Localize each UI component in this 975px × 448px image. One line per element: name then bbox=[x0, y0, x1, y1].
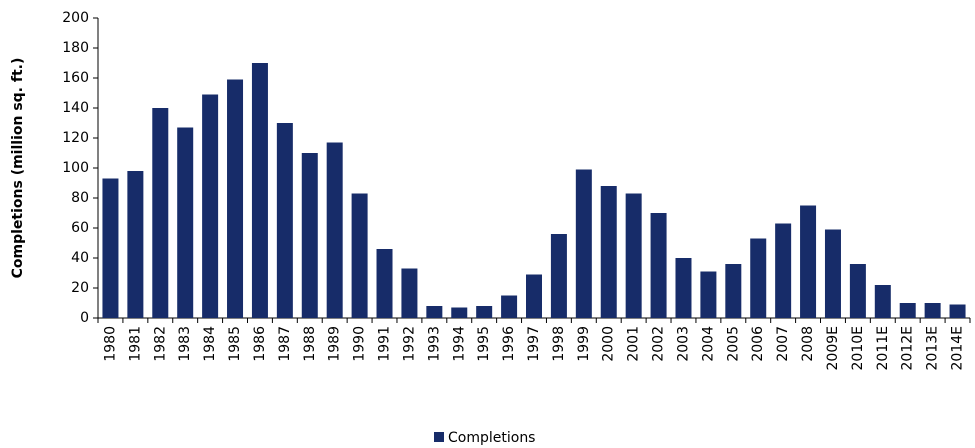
legend-swatch bbox=[434, 432, 444, 442]
bar bbox=[251, 63, 268, 318]
bar bbox=[849, 264, 866, 318]
x-tick-label: 1995 bbox=[476, 326, 492, 362]
x-tick-label: 1989 bbox=[327, 326, 343, 362]
bar bbox=[127, 171, 144, 318]
bar bbox=[501, 295, 518, 318]
bar bbox=[476, 306, 493, 318]
legend-label: Completions bbox=[448, 430, 535, 446]
bar bbox=[326, 142, 343, 318]
x-tick-label: 1984 bbox=[202, 326, 218, 362]
x-tick-label: 2008 bbox=[800, 326, 816, 362]
bar bbox=[899, 303, 916, 318]
x-tick-label: 2012E bbox=[900, 326, 916, 370]
x-tick-label: 2004 bbox=[700, 326, 716, 362]
bar bbox=[575, 169, 592, 318]
x-tick-label: 2003 bbox=[675, 326, 691, 362]
bar bbox=[824, 229, 841, 318]
bar bbox=[202, 94, 219, 318]
bar bbox=[650, 213, 667, 318]
x-tick-label: 1990 bbox=[352, 326, 368, 362]
x-tick-label: 1986 bbox=[252, 326, 268, 362]
y-tick-label: 80 bbox=[71, 190, 89, 206]
x-tick-label: 1993 bbox=[426, 326, 442, 362]
x-tick-label: 2010E bbox=[850, 326, 866, 370]
bar bbox=[600, 186, 617, 318]
bar bbox=[152, 108, 169, 318]
x-tick-label: 1982 bbox=[152, 326, 168, 362]
x-tick-label: 1988 bbox=[302, 326, 318, 362]
bar bbox=[351, 193, 368, 318]
x-tick-label: 2009E bbox=[825, 326, 841, 370]
y-tick-label: 180 bbox=[62, 40, 89, 56]
bar bbox=[301, 153, 318, 318]
bar bbox=[276, 123, 293, 318]
x-tick-label: 1987 bbox=[277, 326, 293, 362]
x-tick-label: 1992 bbox=[401, 326, 417, 362]
x-tick-label: 1994 bbox=[451, 326, 467, 362]
bar bbox=[775, 223, 792, 318]
bar bbox=[102, 178, 119, 318]
bar bbox=[949, 304, 966, 318]
x-tick-label: 2005 bbox=[725, 326, 741, 362]
y-tick-label: 40 bbox=[71, 250, 89, 266]
x-tick-label: 2001 bbox=[626, 326, 642, 362]
x-tick-label: 2006 bbox=[750, 326, 766, 362]
x-tick-label: 1985 bbox=[227, 326, 243, 362]
y-tick-label: 120 bbox=[62, 130, 89, 146]
bar bbox=[526, 274, 542, 318]
x-tick-label: 2000 bbox=[601, 326, 617, 362]
x-tick-label: 2002 bbox=[651, 326, 667, 362]
bar bbox=[401, 268, 418, 318]
x-tick-label: 2014E bbox=[950, 326, 966, 370]
x-tick-label: 2013E bbox=[925, 326, 941, 370]
y-tick-label: 0 bbox=[80, 310, 89, 326]
y-tick-label: 160 bbox=[62, 70, 89, 86]
x-tick-label: 1999 bbox=[576, 326, 592, 362]
x-tick-label: 1997 bbox=[526, 326, 542, 362]
bar bbox=[725, 264, 742, 318]
x-tick-label: 1980 bbox=[102, 326, 118, 362]
bar bbox=[750, 238, 767, 318]
y-tick-label: 140 bbox=[62, 100, 89, 116]
bar bbox=[451, 307, 468, 318]
bar bbox=[675, 258, 692, 318]
bar bbox=[426, 306, 443, 318]
bar bbox=[227, 79, 244, 318]
bar bbox=[700, 271, 717, 318]
bar bbox=[924, 303, 941, 318]
y-axis-label: Completions (million sq. ft.) bbox=[10, 58, 26, 279]
y-tick-label: 200 bbox=[62, 10, 89, 26]
x-tick-label: 1981 bbox=[127, 326, 143, 362]
x-tick-label: 1983 bbox=[177, 326, 193, 362]
bar bbox=[550, 234, 567, 318]
bar bbox=[874, 285, 891, 318]
bar bbox=[625, 193, 642, 318]
bar bbox=[177, 127, 194, 318]
x-tick-label: 2011E bbox=[875, 326, 891, 370]
x-tick-label: 1991 bbox=[377, 326, 393, 362]
bar bbox=[800, 205, 817, 318]
x-tick-label: 1996 bbox=[501, 326, 517, 362]
y-tick-label: 100 bbox=[62, 160, 89, 176]
x-tick-label: 1998 bbox=[551, 326, 567, 362]
y-tick-label: 20 bbox=[71, 280, 89, 296]
x-tick-label: 2007 bbox=[775, 326, 791, 362]
y-tick-label: 60 bbox=[71, 220, 89, 236]
bar bbox=[376, 249, 393, 318]
